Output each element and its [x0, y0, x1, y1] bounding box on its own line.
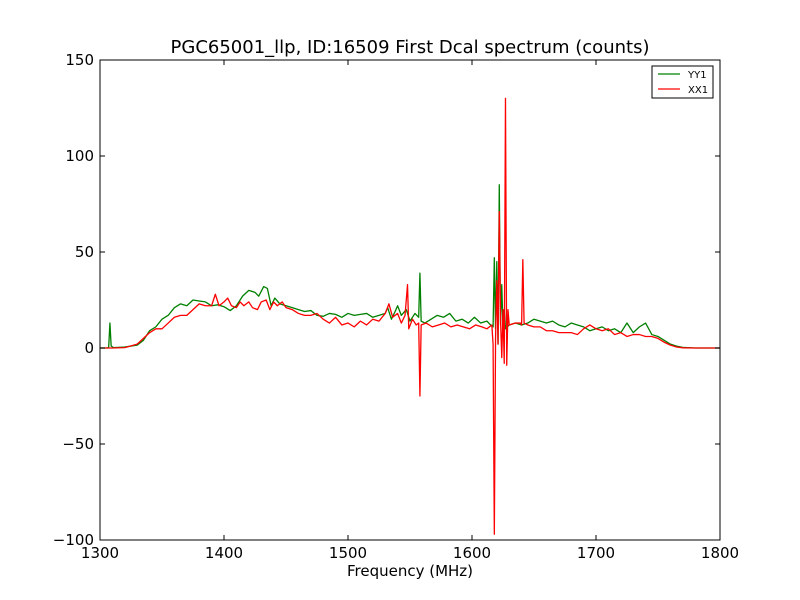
- plot-area: [99, 59, 721, 541]
- x-tick-label: 1800: [701, 544, 739, 562]
- y-tick-label: −100: [53, 531, 94, 549]
- series-line-yy1: [100, 184, 720, 349]
- x-tick-label: 1600: [453, 544, 491, 562]
- x-axis-label: Frequency (MHz): [347, 562, 473, 580]
- legend-label-yy1: YY1: [687, 70, 707, 81]
- y-axis: −100 −50 0 50 100 150: [53, 51, 720, 549]
- chart-title: PGC65001_llp, ID:16509 First Dcal spectr…: [171, 37, 650, 58]
- x-tick-label: 1700: [577, 544, 615, 562]
- legend-box: [651, 65, 714, 99]
- x-tick-label: 1500: [329, 544, 367, 562]
- plot-frame: [99, 59, 721, 541]
- y-tick-label: 50: [75, 243, 94, 261]
- y-tick-label: 100: [65, 147, 94, 165]
- x-axis: 1300 1400 1500 1600 1700 1800: [81, 60, 739, 562]
- x-tick-label: 1300: [81, 544, 119, 562]
- y-tick-label: 150: [65, 51, 94, 69]
- y-tick-label: 0: [84, 339, 94, 357]
- series-line-xx1: [100, 97, 720, 535]
- legend-label-xx1: XX1: [688, 85, 708, 96]
- y-tick-label: −50: [62, 435, 94, 453]
- x-tick-label: 1400: [205, 544, 243, 562]
